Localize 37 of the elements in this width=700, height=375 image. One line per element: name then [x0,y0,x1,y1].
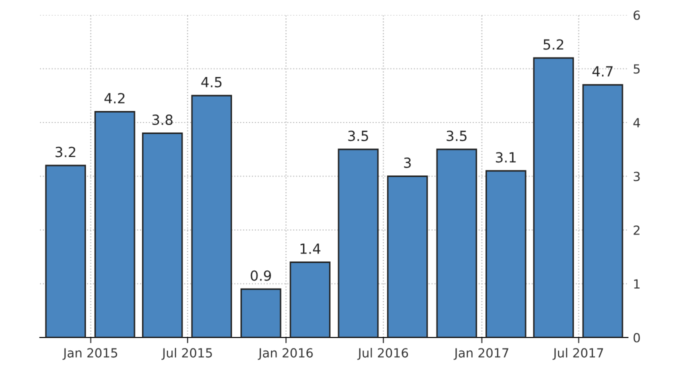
data-label: 5.2 [544,39,564,50]
y-tick-label: 0 [634,332,640,342]
x-tick-label: Jul 2015 [161,348,212,360]
bar [142,132,183,338]
bar [45,164,86,338]
data-label: 4.5 [201,77,222,88]
data-label: 1.4 [300,244,320,254]
bar [338,148,379,338]
data-label: 3.5 [348,130,368,142]
data-label: 4.2 [104,93,124,104]
y-tick-label: 1 [634,279,640,288]
bar [582,84,624,338]
data-label: 0.9 [250,270,271,281]
bar [436,148,478,338]
bar [533,57,574,338]
bar [387,176,428,338]
y-tick-label: 4 [633,118,640,128]
bar [240,288,282,338]
y-tick-label: 2 [634,225,640,235]
x-tick-label: Jul 2016 [357,348,408,360]
data-label: 3.1 [496,152,516,163]
data-label: 3.2 [56,146,76,158]
y-tick-label: 3 [634,172,640,182]
bar [191,94,232,338]
y-tick-label: 5 [634,64,640,74]
x-tick-label: Jul 2017 [552,348,604,360]
data-label: 3 [404,158,411,168]
bar [94,111,136,338]
data-label: 4.7 [592,66,613,76]
x-tick-label: Jan 2016 [258,348,313,360]
x-tick-label: Jan 2017 [454,348,508,360]
data-label: 3.5 [446,130,467,142]
y-tick-label: 6 [634,10,640,20]
bar [486,170,526,338]
bar [290,262,330,338]
data-label: 3.8 [152,114,173,126]
x-tick-label: Jan 2015 [62,348,118,360]
